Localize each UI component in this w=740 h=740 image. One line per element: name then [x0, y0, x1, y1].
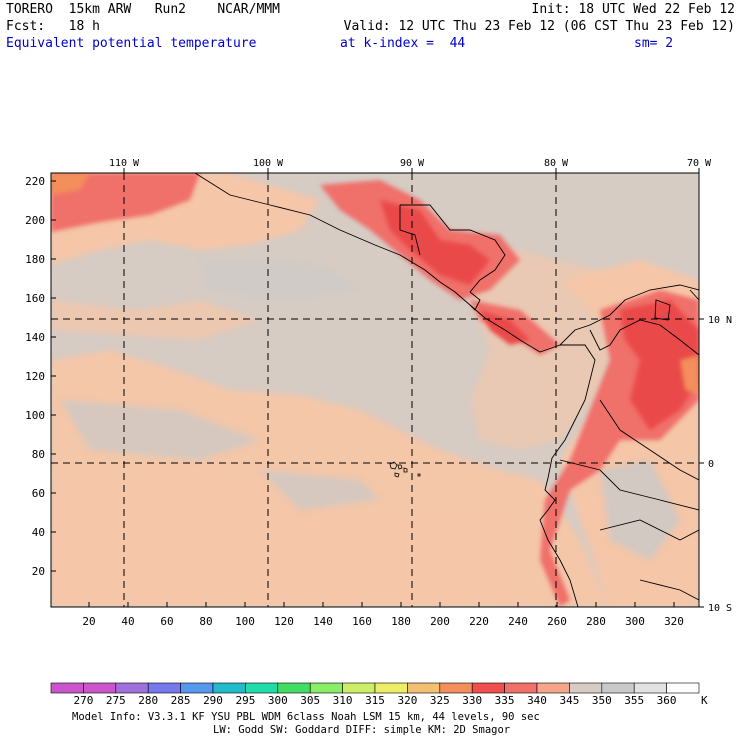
x-label: 220	[469, 615, 489, 628]
lat-lon-grid	[51, 173, 699, 607]
colorbar-swatch	[180, 682, 214, 694]
lon-label-110w: 110 W	[109, 158, 140, 169]
colorbar-swatch	[633, 682, 667, 694]
colorbar-label: 295	[235, 694, 255, 707]
field-name: Equivalent potential temperature	[6, 36, 257, 51]
colorbar-label: 350	[592, 694, 612, 707]
colorbar-swatch	[504, 682, 538, 694]
x-label: 120	[274, 615, 294, 628]
left-grid-labels: 220 200 180 160 140 120 100 80 60 40 20	[25, 175, 45, 578]
contour-325	[51, 173, 699, 395]
colorbar-swatch	[342, 682, 376, 694]
valid-time: Valid: 12 UTC Thu 23 Feb 12 (06 CST Thu …	[343, 19, 735, 34]
colorbar-label: 285	[171, 694, 191, 707]
colorbar-swatch	[407, 682, 441, 694]
colorbar-swatch	[50, 682, 84, 694]
model-title: TORERO 15km ARW Run2 NCAR/MMM	[6, 2, 280, 17]
lon-label-100w: 100 W	[253, 158, 284, 169]
colorbar-unit: K	[701, 694, 708, 707]
lat-label-0: 0	[708, 459, 714, 470]
x-label: 160	[352, 615, 372, 628]
galapagos-islands	[389, 461, 421, 478]
x-label: 200	[430, 615, 450, 628]
longitude-labels: 110 W 100 W 90 W 80 W 70 W	[109, 158, 712, 169]
x-label: 140	[313, 615, 333, 628]
y-label: 200	[25, 214, 45, 227]
colorbar-label: 270	[73, 694, 93, 707]
smoothing-info: sm= 2	[634, 36, 674, 51]
colorbar-label: 340	[527, 694, 547, 707]
x-label: 300	[625, 615, 645, 628]
colorbar-swatch	[83, 682, 117, 694]
y-label: 180	[25, 253, 45, 266]
colorbar-label: 315	[365, 694, 385, 707]
colorbar-label: 310	[333, 694, 353, 707]
colorbar-swatch	[115, 682, 149, 694]
lon-label-70w: 70 W	[687, 158, 712, 169]
x-label: 60	[160, 615, 173, 628]
x-label: 320	[664, 615, 684, 628]
colorbar-swatch	[536, 682, 570, 694]
y-label: 60	[32, 487, 45, 500]
lat-label-10n: 10 N	[708, 315, 732, 326]
bottom-grid-labels: 20 40 60 80 100 120 140 160 180 200 220 …	[82, 615, 684, 628]
colorbar-label: 325	[430, 694, 450, 707]
colorbar-label: 330	[462, 694, 482, 707]
colorbar-swatch	[601, 682, 635, 694]
forecast-hour: Fcst: 18 h	[6, 19, 100, 34]
colorbar-swatch	[245, 682, 279, 694]
x-label: 260	[547, 615, 567, 628]
lat-label-10s: 10 S	[708, 603, 732, 614]
colorbar-swatch	[569, 682, 603, 694]
x-label: 100	[235, 615, 255, 628]
coastlines	[194, 173, 699, 607]
init-time: Init: 18 UTC Wed 22 Feb 12	[531, 2, 736, 17]
y-label: 20	[32, 565, 45, 578]
x-label: 240	[508, 615, 528, 628]
axis-ticks	[51, 168, 704, 608]
colorbar-label: 280	[138, 694, 158, 707]
colorbar-swatch	[212, 682, 246, 694]
colorbar-swatch	[309, 682, 343, 694]
colorbar-label: 290	[203, 694, 223, 707]
latitude-labels: 10 N 0 10 S	[708, 315, 732, 614]
colorbar-label: 360	[657, 694, 677, 707]
lon-label-80w: 80 W	[544, 158, 569, 169]
lon-label-90w: 90 W	[400, 158, 425, 169]
physics-info: LW: Godd SW: Goddard DIFF: simple KM: 2D…	[213, 724, 510, 736]
x-label: 80	[199, 615, 212, 628]
level-info: at k-index = 44	[340, 36, 466, 51]
x-label: 280	[586, 615, 606, 628]
y-label: 160	[25, 292, 45, 305]
x-label: 20	[82, 615, 95, 628]
y-label: 120	[25, 370, 45, 383]
y-label: 220	[25, 175, 45, 188]
theta-e-field	[51, 173, 699, 607]
x-label: 40	[121, 615, 134, 628]
y-label: 100	[25, 409, 45, 422]
colorbar-swatch	[666, 682, 700, 694]
colorbar-swatch	[439, 682, 473, 694]
map-frame	[50, 172, 700, 608]
colorbar-label: 320	[397, 694, 417, 707]
colorbar-label: 275	[106, 694, 126, 707]
colorbar-swatch	[147, 682, 181, 694]
colorbar-swatch	[471, 682, 505, 694]
contour-330	[380, 200, 699, 430]
colorbar-swatch	[277, 682, 311, 694]
colorbar-label: 305	[300, 694, 320, 707]
colorbar-label: 355	[624, 694, 644, 707]
colorbar: 270 275 280 285 290 295 300 305 310 315 320 325 330 3…	[50, 682, 700, 707]
y-label: 40	[32, 526, 45, 539]
colorbar-swatch	[374, 682, 408, 694]
y-label: 140	[25, 331, 45, 344]
model-info: Model Info: V3.3.1 KF YSU PBL WDM 6class…	[72, 711, 540, 723]
y-label: 80	[32, 448, 45, 461]
colorbar-label: 335	[495, 694, 515, 707]
colorbar-label: 300	[268, 694, 288, 707]
colorbar-label: 345	[559, 694, 579, 707]
contour-350	[60, 260, 680, 560]
x-label: 180	[391, 615, 411, 628]
